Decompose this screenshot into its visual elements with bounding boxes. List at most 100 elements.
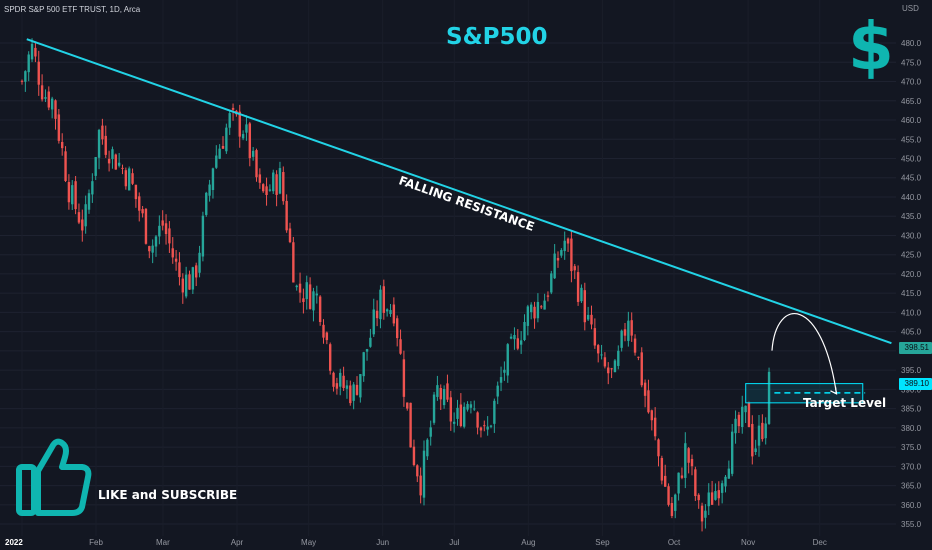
candle-body bbox=[687, 448, 690, 463]
candle-body bbox=[208, 184, 211, 196]
x-tick-label: Oct bbox=[668, 538, 681, 547]
y-tick-label: 385.0 bbox=[901, 405, 922, 414]
candle-body bbox=[476, 412, 479, 428]
candle-body bbox=[720, 483, 724, 493]
candle-body bbox=[385, 309, 389, 312]
candle-body bbox=[318, 296, 322, 323]
candle-body bbox=[84, 204, 87, 227]
candle-body bbox=[355, 384, 359, 395]
candle-body bbox=[221, 146, 225, 149]
candle-body bbox=[195, 265, 198, 278]
candle-body bbox=[44, 97, 47, 99]
candle-body bbox=[174, 258, 178, 262]
candle-body bbox=[620, 330, 623, 348]
candle-body bbox=[613, 360, 617, 373]
candle-body bbox=[593, 328, 597, 346]
candle-body bbox=[627, 320, 630, 341]
candle-body bbox=[345, 385, 349, 389]
candle-body bbox=[419, 475, 422, 496]
y-tick-label: 380.0 bbox=[901, 424, 922, 433]
candle-body bbox=[74, 181, 77, 210]
candle-body bbox=[586, 314, 590, 320]
candle-body bbox=[704, 510, 707, 518]
candle-body bbox=[339, 372, 342, 387]
candle-body bbox=[302, 298, 305, 302]
candle-body bbox=[71, 185, 74, 205]
candle-body bbox=[282, 172, 285, 202]
candle-body bbox=[690, 459, 694, 467]
candle-body bbox=[553, 253, 556, 279]
candle-body bbox=[352, 384, 355, 401]
candle-body bbox=[375, 310, 379, 319]
candle-body bbox=[767, 371, 771, 424]
candle-body bbox=[379, 289, 382, 320]
candle-body bbox=[583, 290, 586, 323]
candle-body bbox=[452, 421, 456, 424]
candle-body bbox=[556, 258, 560, 261]
candle-body bbox=[362, 352, 365, 377]
candle-body bbox=[603, 357, 607, 367]
y-tick-label: 365.0 bbox=[901, 482, 922, 491]
candle-body bbox=[496, 385, 499, 397]
time-axis[interactable]: 2022 Feb Mar Apr May Jun Jul Aug Sep Oct Nov Dec bbox=[5, 538, 827, 547]
y-tick-label: 435.0 bbox=[901, 212, 922, 221]
candle-body bbox=[677, 472, 680, 494]
candle-body bbox=[382, 286, 385, 313]
candle-body bbox=[530, 304, 533, 313]
candle-body bbox=[50, 98, 54, 110]
candle-body bbox=[211, 168, 215, 190]
candle-body bbox=[570, 238, 573, 272]
candle-body bbox=[285, 200, 288, 231]
candle-body bbox=[473, 408, 476, 410]
candle-body bbox=[278, 168, 282, 194]
target-level-label: Target Level bbox=[803, 396, 887, 410]
x-tick-label: Feb bbox=[89, 538, 103, 547]
x-tick-label: Jun bbox=[376, 538, 389, 547]
candle-body bbox=[643, 382, 647, 396]
candle-body bbox=[396, 318, 399, 339]
candle-body bbox=[757, 425, 761, 446]
y-tick-label: 440.0 bbox=[901, 193, 922, 202]
y-tick-label: 355.0 bbox=[901, 520, 922, 529]
candle-body bbox=[439, 388, 442, 400]
symbol-title: SPDR S&P 500 ETF TRUST, 1D, Arca bbox=[4, 5, 141, 14]
y-tick-label: 460.0 bbox=[901, 116, 922, 125]
candle-body bbox=[225, 127, 228, 152]
candle-body bbox=[57, 114, 61, 141]
candle-body bbox=[399, 339, 402, 354]
candle-body bbox=[77, 212, 81, 223]
candle-body bbox=[37, 61, 40, 85]
candle-body bbox=[138, 196, 141, 211]
candle-body bbox=[231, 107, 235, 110]
candle-body bbox=[91, 181, 94, 195]
candle-body bbox=[483, 425, 486, 427]
y-tick-label: 470.0 bbox=[901, 78, 922, 87]
candle-body bbox=[761, 422, 764, 440]
candlestick-series bbox=[20, 38, 771, 532]
thumbs-up-icon bbox=[16, 438, 92, 516]
candle-body bbox=[389, 310, 392, 315]
candle-body bbox=[664, 475, 667, 487]
candle-body bbox=[30, 43, 34, 60]
x-tick-label: Sep bbox=[595, 538, 610, 547]
candle-body bbox=[268, 189, 272, 191]
candle-body bbox=[101, 125, 104, 140]
x-tick-label: Mar bbox=[156, 538, 170, 547]
x-tick-label: May bbox=[301, 538, 316, 547]
candle-body bbox=[416, 465, 419, 477]
candle-body bbox=[181, 278, 184, 293]
candle-body bbox=[456, 407, 459, 419]
candle-body bbox=[148, 246, 151, 252]
candle-body bbox=[640, 352, 643, 386]
candle-body bbox=[406, 402, 409, 409]
candle-body bbox=[201, 215, 205, 257]
candle-body bbox=[144, 208, 148, 244]
candle-body bbox=[342, 375, 345, 389]
y-tick-label: 370.0 bbox=[901, 462, 922, 471]
y-tick-label: 395.0 bbox=[901, 366, 922, 375]
candle-body bbox=[426, 439, 429, 457]
candle-body bbox=[479, 427, 483, 431]
candle-body bbox=[305, 282, 308, 300]
candle-body bbox=[724, 476, 727, 487]
